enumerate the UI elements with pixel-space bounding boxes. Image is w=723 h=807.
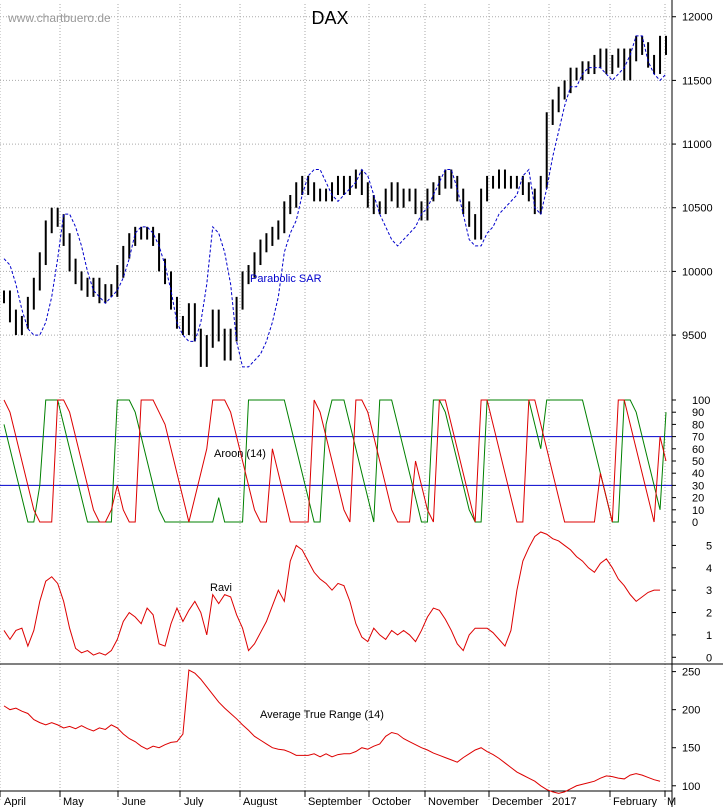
y-tick-label: 10 — [692, 505, 704, 517]
ravi-label: Ravi — [210, 582, 232, 594]
y-tick-label: 10000 — [682, 266, 713, 278]
x-tick-label: June — [122, 796, 146, 807]
y-axis-ticks: 9500100001050011000115001200001020304050… — [672, 12, 713, 793]
aroon-label: Aroon (14) — [214, 448, 266, 460]
x-tick-label: May — [63, 796, 84, 807]
aroon-up-line — [3, 399, 667, 523]
y-tick-label: 0 — [706, 652, 712, 664]
aroon-down-line — [3, 399, 667, 523]
x-tick-label: December — [492, 796, 543, 807]
y-tick-label: 60 — [692, 444, 704, 456]
ravi-series — [3, 531, 661, 656]
ravi-line — [3, 531, 661, 656]
x-tick-label: 2017 — [552, 796, 576, 807]
y-tick-label: 100 — [692, 395, 710, 407]
x-tick-label: February — [613, 796, 658, 807]
watermark: www.chartbuero.de — [7, 11, 111, 25]
y-tick-label: 150 — [682, 743, 700, 755]
y-tick-label: 9500 — [682, 330, 706, 342]
parabolic-sar-series — [3, 35, 667, 368]
x-tick-label: November — [428, 796, 479, 807]
sar-label: Parabolic SAR — [250, 273, 322, 285]
y-tick-label: 20 — [692, 493, 704, 505]
y-tick-label: 1 — [706, 630, 712, 642]
x-tick-label: October — [372, 796, 411, 807]
y-tick-label: 0 — [692, 517, 698, 529]
x-tick-label: September — [308, 796, 362, 807]
y-tick-label: 2 — [706, 608, 712, 620]
aroon-guide-lines — [0, 436, 672, 486]
y-tick-label: 80 — [692, 419, 704, 431]
y-tick-label: 100 — [682, 781, 700, 793]
y-tick-label: 10500 — [682, 203, 713, 215]
chart-title: DAX — [311, 8, 348, 28]
y-tick-label: 40 — [692, 468, 704, 480]
y-tick-label: 30 — [692, 480, 704, 492]
x-tick-label: M — [667, 796, 676, 807]
parabolic-sar-line — [3, 35, 667, 368]
x-tick-label: April — [4, 796, 26, 807]
atr-label: Average True Range (14) — [260, 709, 384, 721]
y-tick-label: 70 — [692, 432, 704, 444]
y-tick-label: 3 — [706, 585, 712, 597]
atr-series — [3, 669, 661, 794]
y-tick-label: 50 — [692, 456, 704, 468]
aroon-series — [3, 399, 667, 523]
y-tick-label: 4 — [706, 563, 712, 575]
x-tick-label: July — [184, 796, 204, 807]
atr-line — [3, 669, 661, 794]
y-tick-label: 11500 — [682, 75, 712, 87]
y-tick-label: 5 — [706, 540, 712, 552]
grid-lines — [0, 4, 672, 801]
price-bars — [3, 35, 667, 367]
y-tick-label: 12000 — [682, 12, 713, 24]
y-tick-label: 200 — [682, 705, 700, 717]
y-tick-label: 11000 — [682, 139, 712, 151]
x-tick-label: August — [243, 796, 277, 807]
y-tick-label: 90 — [692, 407, 704, 419]
y-tick-label: 250 — [682, 667, 700, 679]
x-axis-ticks: April May June July August September October No… — [0, 791, 676, 807]
